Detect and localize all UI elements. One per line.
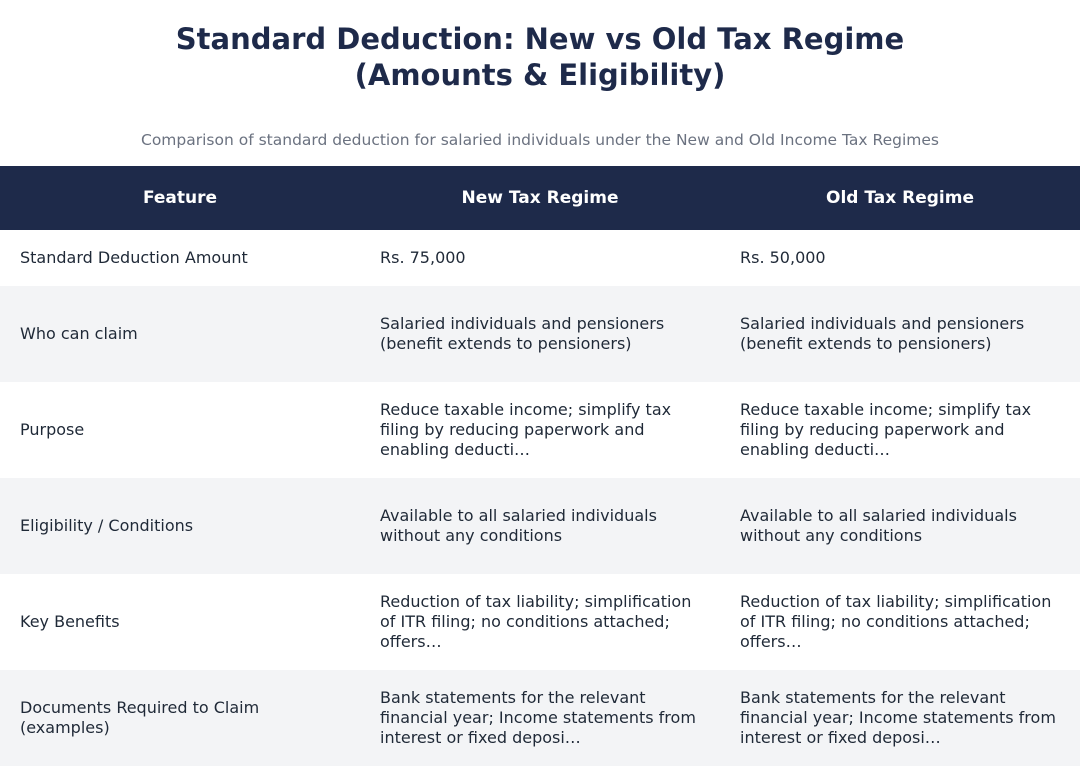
cell-old-regime: Reduction of tax liability; simplificati… [720,574,1080,670]
header-feature: Feature [0,166,360,230]
header-old-regime: Old Tax Regime [720,166,1080,230]
cell-old-regime: Salaried individuals and pensioners (ben… [720,286,1080,382]
cell-old-regime: Reduce taxable income; simplify tax fili… [720,382,1080,478]
cell-new-regime: Rs. 75,000 [360,230,720,286]
cell-new-regime: Bank statements for the relevant financi… [360,670,720,766]
table-row: Who can claim Salaried individuals and p… [0,286,1080,382]
table-row: Purpose Reduce taxable income; simplify … [0,382,1080,478]
cell-feature: Eligibility / Conditions [0,478,360,574]
cell-old-regime: Rs. 50,000 [720,230,1080,286]
page-title-line1: Standard Deduction: New vs Old Tax Regim… [175,22,905,56]
page-title-line2: (Amounts & Eligibility) [354,58,726,92]
cell-feature: Purpose [0,382,360,478]
cell-feature: Who can claim [0,286,360,382]
comparison-table: Feature New Tax Regime Old Tax Regime St… [0,166,1080,766]
header-new-regime: New Tax Regime [360,166,720,230]
cell-feature: Key Benefits [0,574,360,670]
table-header-row: Feature New Tax Regime Old Tax Regime [0,166,1080,230]
cell-new-regime: Available to all salaried individuals wi… [360,478,720,574]
table-row: Key Benefits Reduction of tax liability;… [0,574,1080,670]
table-row: Documents Required to Claim (examples) B… [0,670,1080,766]
cell-feature: Standard Deduction Amount [0,230,360,286]
table-row: Standard Deduction Amount Rs. 75,000 Rs.… [0,230,1080,286]
table-row: Eligibility / Conditions Available to al… [0,478,1080,574]
cell-feature: Documents Required to Claim (examples) [0,670,360,766]
cell-new-regime: Reduce taxable income; simplify tax fili… [360,382,720,478]
cell-new-regime: Reduction of tax liability; simplificati… [360,574,720,670]
cell-old-regime: Bank statements for the relevant financi… [720,670,1080,766]
cell-old-regime: Available to all salaried individuals wi… [720,478,1080,574]
page-subtitle: Comparison of standard deduction for sal… [141,131,939,149]
page-title: Standard Deduction: New vs Old Tax Regim… [0,0,1080,93]
cell-new-regime: Salaried individuals and pensioners (ben… [360,286,720,382]
